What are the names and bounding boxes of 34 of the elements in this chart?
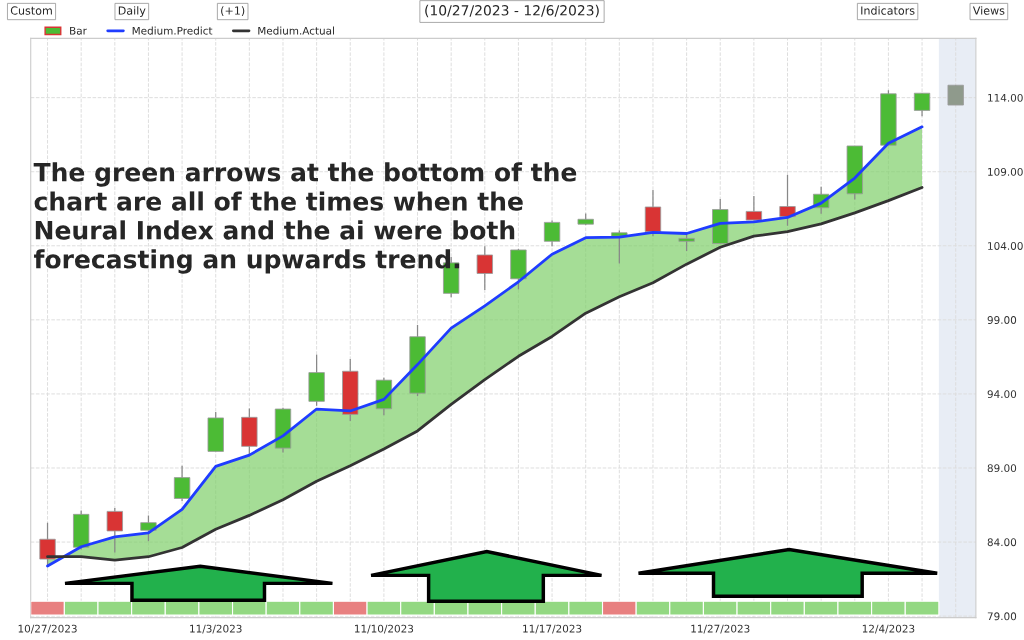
annotation: The green arrows at the bottom of the chart are all of the times when the Neural Index and the ai were both forecasting an upwards trend. — [33, 162, 577, 274]
y-tick-label: 79.00 — [987, 612, 1017, 621]
candlestick — [947, 84, 964, 106]
candlestick — [745, 195, 763, 222]
candlestick — [173, 465, 191, 502]
legend-label: Medium.Predict — [132, 26, 213, 35]
legend-label: Bar — [70, 26, 87, 35]
text: Indicators — [861, 6, 915, 15]
text: Daily — [118, 6, 146, 17]
text: Custom — [10, 6, 52, 15]
candlestick — [913, 92, 931, 117]
x-tick-label: 11/3/2023 — [190, 624, 242, 634]
y-tick-label: 94.00 — [987, 390, 1017, 399]
candlestick — [140, 514, 157, 542]
x-tick-label: 11/27/2023 — [691, 624, 750, 634]
y-tick-label: 84.00 — [987, 538, 1017, 547]
y-tick-label: 109.00 — [988, 167, 1023, 176]
y-tick-label: 89.00 — [987, 464, 1017, 473]
x-tick-label: 11/10/2023 — [355, 624, 414, 634]
y-tick-label: 104.00 — [988, 242, 1023, 250]
candlestick — [39, 522, 56, 567]
legend-label: Medium.Actual — [258, 26, 334, 35]
candlestick — [106, 507, 123, 554]
y-tick-label: 99.00 — [987, 316, 1017, 324]
x-tick-label: 10/27/2023 — [18, 624, 77, 634]
chart-title: (10/27/2023 - 12/6/2023) — [425, 4, 599, 18]
candlestick — [476, 245, 493, 291]
text: (+1) — [221, 6, 245, 17]
candlestick — [543, 219, 561, 247]
candlestick — [779, 174, 796, 227]
x-tick-label: 12/4/2023 — [862, 624, 915, 634]
text: Views — [972, 6, 1005, 15]
x-tick-label: 11/17/2023 — [523, 624, 582, 634]
y-tick-label: 114.00 — [988, 93, 1023, 102]
